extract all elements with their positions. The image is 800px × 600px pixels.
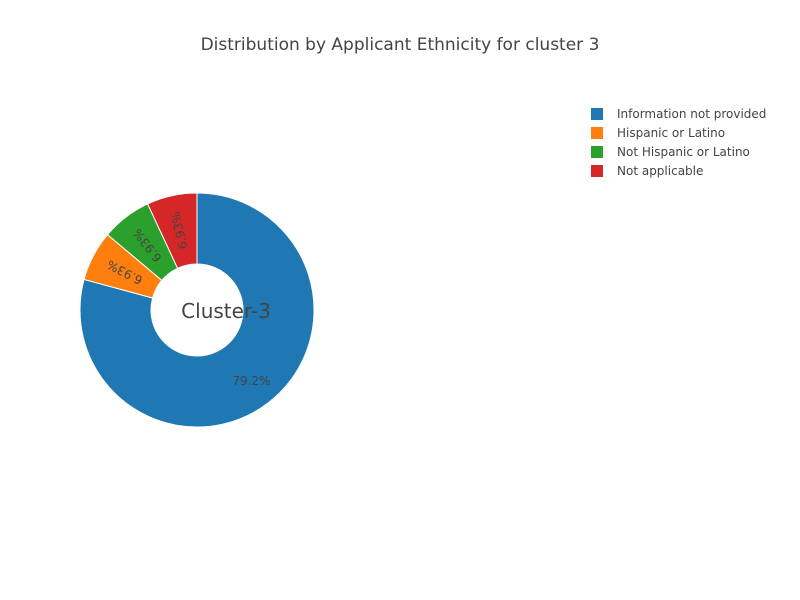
legend-item-1[interactable]: Hispanic or Latino	[591, 126, 725, 140]
legend-label-3: Not applicable	[617, 164, 703, 178]
slice-0[interactable]	[79, 192, 315, 428]
chart-title: Distribution by Applicant Ethnicity for …	[201, 35, 600, 55]
legend-item-2[interactable]: Not Hispanic or Latino	[591, 145, 750, 159]
legend-item-0[interactable]: Information not provided	[591, 107, 766, 121]
slices-group	[79, 192, 315, 428]
legend-swatch-2	[591, 146, 603, 158]
legend[interactable]: Information not provided Hispanic or Lati…	[591, 107, 766, 178]
legend-label-0: Information not provided	[617, 107, 766, 121]
legend-label-1: Hispanic or Latino	[617, 126, 725, 140]
center-label: Cluster-3	[181, 299, 271, 323]
legend-label-2: Not Hispanic or Latino	[617, 145, 750, 159]
legend-swatch-0	[591, 108, 603, 120]
slice-3[interactable]	[146, 192, 198, 269]
legend-swatch-1	[591, 127, 603, 139]
slice-label-0: 79.2%	[232, 374, 270, 388]
legend-swatch-3	[591, 165, 603, 177]
legend-item-3[interactable]: Not applicable	[591, 164, 703, 178]
